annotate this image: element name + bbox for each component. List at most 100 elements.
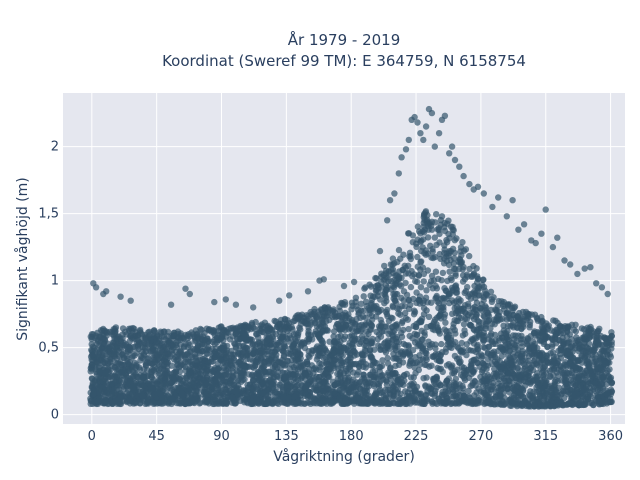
- data-point: [582, 395, 589, 403]
- data-point: [356, 340, 363, 347]
- data-point: [546, 367, 553, 375]
- data-point: [506, 348, 513, 355]
- data-point: [431, 219, 439, 226]
- data-point: [197, 399, 204, 406]
- data-point: [432, 345, 439, 352]
- data-point: [503, 330, 510, 337]
- data-point: [505, 337, 513, 344]
- data-point: [495, 376, 503, 383]
- data-point: [573, 334, 580, 341]
- data-point: [362, 387, 369, 394]
- data-point: [450, 260, 458, 267]
- data-point: [417, 284, 425, 291]
- data-point: [458, 339, 465, 347]
- data-point: [472, 313, 480, 320]
- data-point: [394, 400, 402, 407]
- data-point: [153, 381, 160, 388]
- data-point: [460, 321, 468, 328]
- data-point: [411, 309, 419, 316]
- data-point: [587, 393, 594, 400]
- data-point: [524, 335, 531, 342]
- data-point: [105, 366, 112, 374]
- data-point: [297, 326, 304, 333]
- data-point: [607, 398, 615, 406]
- data-point: [228, 394, 236, 401]
- data-point: [405, 297, 412, 304]
- data-point: [475, 385, 482, 392]
- data-point: [566, 400, 573, 407]
- data-point: [394, 343, 401, 350]
- data-point: [401, 371, 408, 379]
- data-point: [504, 322, 512, 330]
- data-point: [428, 226, 436, 233]
- data-point: [341, 375, 349, 382]
- data-point: [325, 309, 332, 316]
- data-point: [317, 364, 324, 371]
- data-point: [405, 342, 412, 349]
- data-point: [435, 326, 442, 333]
- data-point: [90, 331, 97, 338]
- data-point: [88, 341, 95, 348]
- data-point: [570, 326, 578, 333]
- data-point: [164, 370, 171, 377]
- data-point: [376, 296, 384, 303]
- data-point: [414, 343, 421, 350]
- data-point: [489, 349, 496, 357]
- data-point: [101, 375, 109, 383]
- data-point: [405, 305, 413, 312]
- data-point: [525, 361, 533, 368]
- data-point: [555, 328, 562, 336]
- data-point: [557, 354, 565, 361]
- data-point: [138, 348, 146, 356]
- data-point: [475, 292, 483, 299]
- data-point: [381, 300, 388, 307]
- data-point: [390, 355, 397, 362]
- data-point: [209, 381, 216, 388]
- data-point: [405, 350, 412, 357]
- data-point: [192, 327, 200, 334]
- data-point: [369, 368, 377, 375]
- data-point: [462, 330, 469, 338]
- data-point: [282, 373, 289, 381]
- data-point: [457, 297, 464, 304]
- data-point: [377, 333, 385, 340]
- data-point: [356, 378, 364, 386]
- data-point: [429, 326, 436, 333]
- data-point: [331, 338, 338, 345]
- data-point: [395, 246, 403, 254]
- data-point: [251, 352, 258, 359]
- data-point: [355, 368, 362, 376]
- data-point: [528, 311, 536, 318]
- data-point: [570, 394, 577, 401]
- data-point: [331, 398, 338, 405]
- data-point: [105, 346, 113, 353]
- data-point: [474, 346, 482, 353]
- data-point: [338, 389, 345, 396]
- data-point: [415, 366, 422, 374]
- data-point: [600, 373, 607, 381]
- data-point: [453, 317, 460, 325]
- data-point: [341, 382, 348, 390]
- data-point: [470, 347, 477, 354]
- data-point: [116, 377, 124, 385]
- data-point: [273, 399, 281, 407]
- data-point: [390, 399, 397, 406]
- data-point: [510, 394, 518, 402]
- data-point: [588, 346, 595, 353]
- data-point: [217, 386, 224, 394]
- data-point: [445, 261, 453, 269]
- data-point: [412, 359, 419, 367]
- data-point: [435, 226, 443, 234]
- data-point: [402, 279, 409, 287]
- data-point: [389, 282, 397, 290]
- data-point: [442, 319, 449, 326]
- data-point: [326, 338, 333, 345]
- data-point: [347, 354, 354, 362]
- data-point: [608, 332, 615, 340]
- data-point: [476, 285, 483, 292]
- data-point: [400, 340, 407, 347]
- data-point: [378, 284, 385, 291]
- data-point: [395, 355, 402, 362]
- data-point: [330, 333, 337, 340]
- data-point: [111, 328, 119, 336]
